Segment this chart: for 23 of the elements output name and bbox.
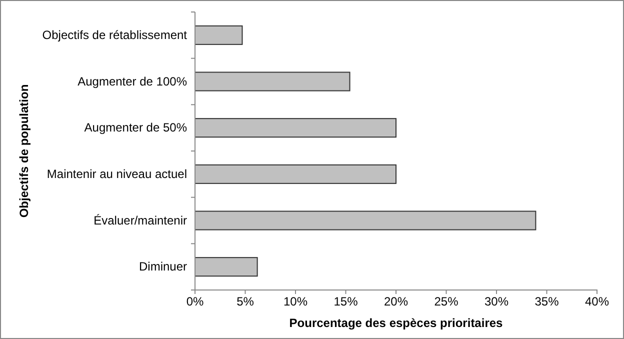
bar: [194, 72, 350, 92]
y-axis-title: Objectifs de population: [17, 84, 31, 218]
x-tick-label: 25%: [434, 294, 459, 309]
x-tick-label: 15%: [334, 294, 358, 309]
y-tick-label: Maintenir au niveau actuel: [46, 167, 187, 182]
y-tick-label: Augmenter de 100%: [78, 74, 188, 88]
x-tick-label: 0%: [186, 294, 204, 309]
y-tick-label: Objectifs de rétablissement: [42, 28, 188, 42]
bar: [194, 210, 536, 230]
bar: [194, 257, 258, 277]
x-tick-label: 40%: [584, 294, 610, 309]
y-tick-label: Diminuer: [138, 260, 187, 274]
bar: [194, 164, 396, 184]
x-tick-label: 5%: [236, 294, 254, 309]
x-tick-label: 35%: [534, 294, 560, 309]
y-tick-label: Augmenter de 50%: [84, 120, 188, 135]
bar: [194, 118, 396, 138]
x-tick-label: 30%: [484, 294, 509, 309]
x-tick-label: 10%: [283, 294, 308, 309]
x-tick-label: 20%: [384, 294, 408, 309]
y-tick-label: Évaluer/maintenir: [94, 213, 188, 228]
x-axis-title: Pourcentage des espèces prioritaires: [289, 316, 504, 330]
bar: [194, 25, 243, 45]
